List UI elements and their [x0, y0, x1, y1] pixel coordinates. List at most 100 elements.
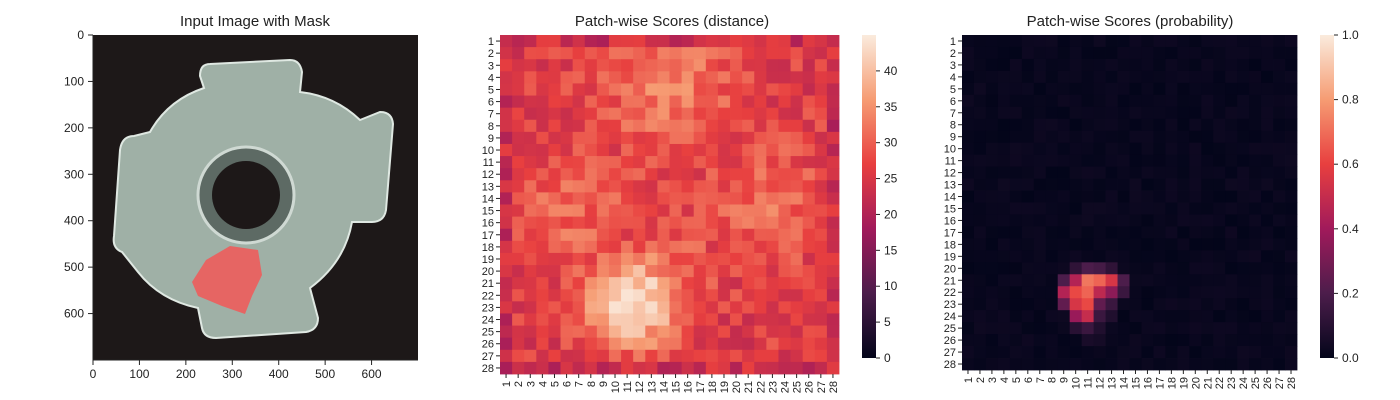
col-tick-label: 25: [1250, 377, 1262, 389]
heatmap-cell: [1249, 322, 1262, 335]
row-tick-label: 12: [482, 169, 494, 181]
heatmap-cell: [1033, 118, 1047, 132]
heatmap-cell: [512, 216, 525, 230]
heatmap-cell: [1165, 322, 1178, 335]
heatmap-cell: [1141, 94, 1154, 108]
heatmap-cell: [669, 228, 683, 242]
heatmap-cell: [512, 83, 525, 96]
heatmap-cell: [1009, 130, 1023, 144]
heatmap-cell: [633, 216, 646, 230]
heatmap-cell: [657, 59, 670, 72]
heatmap-cell: [584, 168, 598, 181]
heatmap-cell: [997, 154, 1011, 167]
heatmap-cell: [1153, 130, 1166, 144]
heatmap-cell: [973, 178, 987, 191]
heatmap-cell: [1261, 118, 1274, 132]
heatmap-cell: [962, 322, 975, 335]
heatmap-cell: [645, 156, 658, 169]
heatmap-cell: [500, 349, 513, 363]
heatmap-cell: [1165, 334, 1178, 347]
heatmap-cell: [608, 95, 622, 109]
heatmap-cell: [1225, 106, 1238, 120]
heatmap-cell: [962, 154, 975, 167]
heatmap-cell: [705, 83, 719, 96]
heatmap-cell: [1225, 202, 1238, 215]
heatmap-cell: [596, 192, 610, 205]
heatmap-cell: [1009, 310, 1023, 323]
heatmap-cell: [512, 204, 525, 218]
heatmap-cell: [790, 289, 804, 302]
heatmap-cell: [778, 361, 791, 375]
heatmap-cell: [500, 143, 513, 157]
heatmap-cell: [1081, 58, 1094, 72]
heatmap-cell: [645, 83, 658, 96]
heatmap-cell: [802, 325, 816, 339]
heatmap-cell: [1129, 274, 1142, 287]
heatmap-cell: [572, 228, 586, 242]
heatmap-cell: [1273, 58, 1286, 72]
heatmap-cell: [681, 277, 695, 290]
heatmap-cell: [524, 107, 537, 121]
col-tick-label: 7: [574, 381, 586, 387]
heatmap-cell: [717, 337, 731, 351]
heatmap-cell: [512, 349, 525, 363]
heatmap-cell: [500, 168, 513, 181]
heatmap-cell: [536, 143, 549, 157]
heatmap-cell: [584, 265, 598, 278]
heatmap-cell: [826, 325, 840, 339]
heatmap-cell: [766, 289, 779, 302]
heatmap-cell: [705, 119, 719, 133]
heatmap-cell: [1261, 58, 1274, 72]
heatmap-cell: [1105, 346, 1118, 359]
y-tick-label: 300: [64, 167, 84, 181]
heatmap-cell: [973, 58, 987, 72]
heatmap-cell: [778, 277, 791, 290]
heatmap-cell: [1189, 82, 1202, 96]
heatmap-cell: [524, 204, 537, 218]
heatmap-cell: [500, 289, 513, 302]
heatmap-cell: [681, 192, 695, 205]
heatmap-cell: [1141, 46, 1154, 60]
heatmap-cell: [1273, 262, 1286, 275]
colorbar-tick-label: 0.6: [1342, 157, 1359, 171]
col-tick-label: 2: [975, 377, 987, 383]
heatmap-cell: [826, 252, 840, 266]
heatmap-cell: [1249, 202, 1262, 215]
heatmap-cell: [1273, 46, 1286, 60]
heatmap-cell: [1273, 358, 1286, 371]
heatmap-cell: [584, 71, 598, 84]
heatmap-cell: [693, 349, 707, 363]
heatmap-cell: [1273, 346, 1286, 359]
heatmap-cell: [669, 71, 683, 84]
heatmap-cell: [500, 361, 513, 375]
col-tick-label: 25: [792, 381, 804, 393]
heatmap-cell: [1129, 154, 1142, 167]
heatmap-cell: [584, 313, 598, 326]
heatmap-cell: [500, 95, 513, 109]
heatmap-cell: [657, 361, 670, 375]
heatmap-cell: [962, 94, 975, 108]
heatmap-cell: [802, 216, 816, 230]
heatmap-cell: [572, 204, 586, 218]
heatmap-cell: [512, 361, 525, 375]
heatmap-cell: [657, 349, 670, 363]
heatmap-cell: [826, 277, 840, 290]
heatmap-cell: [973, 82, 987, 96]
heatmap-cell: [512, 192, 525, 205]
heatmap-cell: [681, 240, 695, 254]
heatmap-cell: [693, 59, 707, 72]
heatmap-cell: [584, 192, 598, 205]
heatmap-cell: [1273, 154, 1286, 167]
heatmap-cell: [560, 277, 574, 290]
heatmap-cell: [717, 35, 731, 48]
heatmap-cell: [1189, 130, 1202, 144]
heatmap-cell: [548, 204, 561, 218]
heatmap-cell: [985, 190, 999, 203]
heatmap-cell: [1057, 82, 1071, 96]
heatmap-cell: [1069, 70, 1083, 84]
row-tick-label: 20: [944, 263, 956, 275]
heatmap-cell: [1069, 35, 1083, 48]
heatmap-cell: [1081, 238, 1094, 251]
heatmap-cell: [512, 107, 525, 121]
heatmap-cell: [512, 47, 525, 60]
